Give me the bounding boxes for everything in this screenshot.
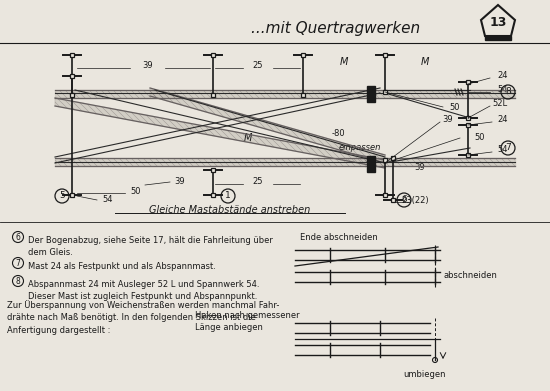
Text: 39: 39	[443, 115, 453, 124]
Bar	[211, 193, 215, 197]
Bar	[466, 116, 470, 120]
Bar	[390, 156, 395, 160]
Text: M: M	[244, 133, 252, 143]
Text: Gleiche Mastabstände anstreben: Gleiche Mastabstände anstreben	[150, 205, 311, 215]
Text: 54: 54	[497, 86, 508, 95]
Text: 24: 24	[497, 72, 508, 81]
Bar	[485, 36, 511, 40]
Bar	[466, 153, 470, 157]
Text: umbiegen: umbiegen	[404, 370, 446, 379]
Polygon shape	[55, 158, 365, 166]
Bar	[383, 158, 387, 162]
Text: 8: 8	[505, 88, 511, 97]
Polygon shape	[55, 98, 385, 168]
Polygon shape	[55, 90, 515, 98]
Text: Mast 24 als Festpunkt und als Abspannmast.: Mast 24 als Festpunkt und als Abspannmas…	[28, 262, 216, 271]
Bar	[70, 193, 74, 197]
Text: Haken nach gemessener
Länge anbiegen: Haken nach gemessener Länge anbiegen	[195, 311, 300, 332]
Text: 6: 6	[401, 196, 407, 204]
Bar	[466, 80, 470, 84]
Text: Ende abschneiden: Ende abschneiden	[300, 233, 378, 242]
Bar	[383, 90, 387, 94]
Text: ...mit Quertragwerken: ...mit Quertragwerken	[251, 20, 420, 36]
Text: 39: 39	[175, 178, 185, 187]
Text: 7: 7	[505, 143, 511, 152]
Text: Zur Überspannung von Weichenstraßen werden manchmal Fahr-
drähte nach Maß benöti: Zur Überspannung von Weichenstraßen werd…	[7, 300, 279, 335]
Bar	[70, 74, 74, 78]
Text: 54: 54	[497, 145, 508, 154]
Text: 52L: 52L	[492, 99, 507, 108]
Text: 50: 50	[131, 188, 141, 197]
Text: 39: 39	[142, 61, 153, 70]
Text: -80: -80	[331, 129, 345, 138]
Bar	[211, 53, 215, 57]
Text: M: M	[421, 57, 429, 67]
Bar	[301, 93, 305, 97]
Text: 13: 13	[490, 16, 507, 29]
Bar	[70, 93, 74, 97]
Bar	[466, 123, 470, 127]
Text: 50: 50	[450, 102, 460, 111]
Bar	[383, 53, 387, 57]
Text: abschneiden: abschneiden	[443, 271, 497, 280]
Text: Der Bogenabzug, siehe Seite 17, hält die Fahrleitung über
dem Gleis.: Der Bogenabzug, siehe Seite 17, hält die…	[28, 236, 273, 257]
Text: 25: 25	[253, 178, 263, 187]
Text: 5: 5	[59, 192, 65, 201]
Bar	[211, 168, 215, 172]
Bar	[211, 93, 215, 97]
Bar	[383, 193, 387, 197]
Text: Abspannmast 24 mit Ausleger 52 L und Spannwerk 54.
Dieser Mast ist zugleich Fest: Abspannmast 24 mit Ausleger 52 L und Spa…	[28, 280, 260, 301]
Bar	[390, 198, 395, 202]
Polygon shape	[365, 158, 515, 166]
Text: 23(22): 23(22)	[401, 196, 429, 204]
Text: einpassen: einpassen	[339, 143, 381, 152]
Text: 50: 50	[475, 133, 485, 142]
Text: 39: 39	[415, 163, 425, 172]
Text: 1: 1	[225, 192, 231, 201]
Bar	[70, 53, 74, 57]
Text: 54: 54	[103, 196, 113, 204]
Polygon shape	[150, 88, 385, 163]
Text: M: M	[340, 57, 348, 67]
Bar	[367, 156, 375, 172]
Text: 8: 8	[15, 276, 20, 285]
Text: 25: 25	[253, 61, 263, 70]
Bar	[301, 53, 305, 57]
Text: 24: 24	[497, 115, 508, 124]
Bar	[367, 86, 375, 102]
Text: 7: 7	[15, 258, 20, 267]
Text: 6: 6	[15, 233, 20, 242]
